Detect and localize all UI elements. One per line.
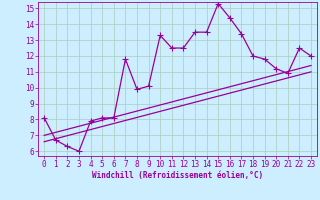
X-axis label: Windchill (Refroidissement éolien,°C): Windchill (Refroidissement éolien,°C) bbox=[92, 171, 263, 180]
